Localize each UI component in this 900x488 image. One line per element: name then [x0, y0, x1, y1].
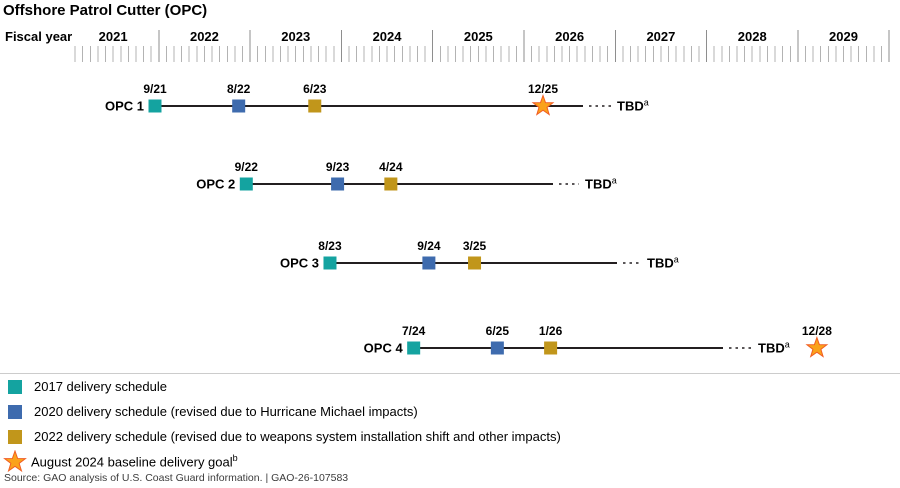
- svg-text:2022: 2022: [190, 29, 219, 44]
- svg-text:9/22: 9/22: [235, 160, 259, 174]
- svg-text:8/23: 8/23: [318, 239, 342, 253]
- goal-star-icon: [3, 449, 27, 472]
- svg-text:2024: 2024: [373, 29, 403, 44]
- svg-text:2023: 2023: [281, 29, 310, 44]
- svg-text:2025: 2025: [464, 29, 493, 44]
- gold-square-swatch-icon: [8, 429, 22, 444]
- svg-text:TBDa: TBDa: [758, 340, 790, 356]
- svg-text:OPC 2: OPC 2: [196, 177, 235, 192]
- svg-text:TBDa: TBDa: [585, 176, 617, 192]
- svg-text:2021: 2021: [99, 29, 128, 44]
- legend-label: 2017 delivery schedule: [34, 379, 167, 394]
- source-note: Source: GAO analysis of U.S. Coast Guard…: [4, 472, 349, 484]
- svg-text:OPC 1: OPC 1: [105, 99, 144, 114]
- svg-text:2027: 2027: [646, 29, 675, 44]
- figure-title: Offshore Patrol Cutter (OPC): [3, 2, 208, 19]
- svg-text:6/25: 6/25: [486, 324, 510, 338]
- svg-text:8/22: 8/22: [227, 82, 251, 96]
- legend-item-2022-schedule: 2022 delivery schedule (revised due to w…: [0, 424, 900, 449]
- svg-text:9/21: 9/21: [143, 82, 167, 96]
- svg-text:TBDa: TBDa: [617, 98, 649, 114]
- svg-text:TBDa: TBDa: [647, 255, 679, 271]
- svg-text:12/28: 12/28: [802, 324, 832, 338]
- svg-text:9/24: 9/24: [417, 239, 441, 253]
- svg-text:12/25: 12/25: [528, 82, 558, 96]
- teal-square-swatch-icon: [8, 379, 22, 394]
- svg-text:OPC 4: OPC 4: [364, 341, 404, 356]
- timeline-chart: Fiscal year 2021 2022 2023 2024 2025 2026 2027 2…: [5, 29, 890, 358]
- legend-label: 2022 delivery schedule (revised due to w…: [34, 429, 561, 444]
- legend-item-baseline-goal: August 2024 baseline delivery goalb: [0, 449, 900, 474]
- svg-text:Fiscal year: Fiscal year: [5, 29, 72, 44]
- svg-text:2029: 2029: [829, 29, 858, 44]
- svg-text:6/23: 6/23: [303, 82, 327, 96]
- legend-item-2020-schedule: 2020 delivery schedule (revised due to H…: [0, 399, 900, 424]
- legend-item-2017-schedule: 2017 delivery schedule: [0, 374, 900, 399]
- svg-text:2026: 2026: [555, 29, 584, 44]
- legend-label: 2020 delivery schedule (revised due to H…: [34, 404, 418, 419]
- legend: 2017 delivery schedule 2020 delivery sch…: [0, 373, 900, 474]
- blue-square-swatch-icon: [8, 404, 22, 419]
- svg-text:4/24: 4/24: [379, 160, 403, 174]
- svg-text:9/23: 9/23: [326, 160, 350, 174]
- svg-text:2028: 2028: [738, 29, 767, 44]
- svg-text:OPC 3: OPC 3: [280, 256, 319, 271]
- svg-text:3/25: 3/25: [463, 239, 487, 253]
- svg-text:1/26: 1/26: [539, 324, 563, 338]
- legend-label: August 2024 baseline delivery goalb: [31, 453, 238, 470]
- svg-text:7/24: 7/24: [402, 324, 426, 338]
